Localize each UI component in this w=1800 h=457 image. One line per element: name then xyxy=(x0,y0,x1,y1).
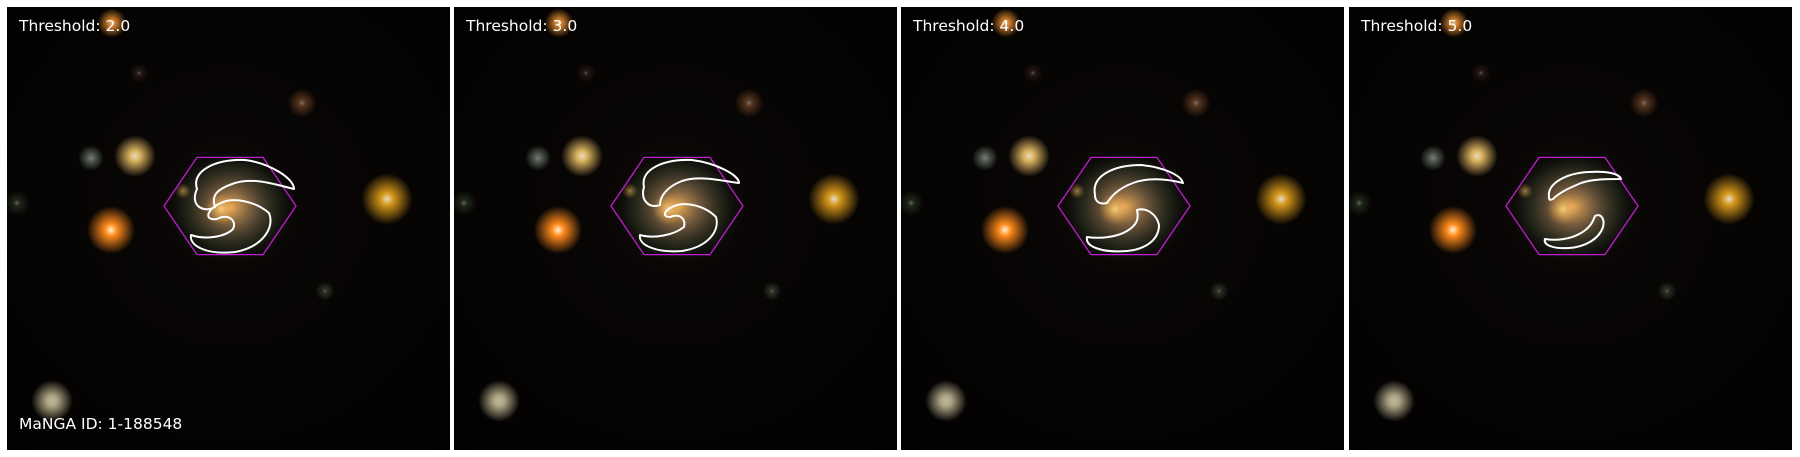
ifu-hexagon-outline xyxy=(1057,156,1191,256)
star-bottom-left xyxy=(925,380,967,422)
faint-source-top xyxy=(1471,63,1491,83)
galaxy-image xyxy=(1349,7,1792,450)
faint-source-edge xyxy=(454,190,477,216)
star-upper-right xyxy=(1181,88,1211,118)
ifu-hexagon-outline xyxy=(1505,156,1639,256)
star-top xyxy=(1439,8,1469,38)
star-top xyxy=(544,8,574,38)
faint-source-top xyxy=(1023,63,1043,83)
faint-source xyxy=(762,281,782,301)
ifu-hexagon-outline xyxy=(610,156,744,256)
star-yellow xyxy=(1008,135,1050,177)
star-orange xyxy=(1429,206,1477,254)
star-faint-teal xyxy=(78,145,104,171)
star-bottom-left xyxy=(1373,380,1415,422)
threshold-label: Threshold: 3.0 xyxy=(466,17,578,35)
ifu-hexagon-outline xyxy=(163,156,297,256)
threshold-contour xyxy=(638,158,740,253)
galaxy-knot xyxy=(622,183,638,199)
threshold-contour xyxy=(1543,170,1622,250)
threshold-contour xyxy=(1085,164,1184,253)
star-bottom-left xyxy=(478,380,520,422)
galaxy-image xyxy=(454,7,897,450)
star-top xyxy=(991,8,1021,38)
faint-source-edge xyxy=(901,190,924,216)
star-yellow xyxy=(561,135,603,177)
threshold-label: Threshold: 5.0 xyxy=(1361,17,1473,35)
star-orange xyxy=(534,206,582,254)
faint-source-top xyxy=(129,63,149,83)
galaxy-knot xyxy=(1069,183,1085,199)
threshold-panel-2-0: Threshold: 2.0 MaNGA ID: 1-188548 xyxy=(7,7,450,450)
galaxy-image xyxy=(7,7,450,450)
faint-source xyxy=(315,281,335,301)
faint-source xyxy=(1657,281,1677,301)
star-yellow xyxy=(114,135,156,177)
threshold-panel-5-0: Threshold: 5.0 xyxy=(1349,7,1792,450)
threshold-label: Threshold: 4.0 xyxy=(913,17,1025,35)
faint-source-edge xyxy=(7,190,30,216)
faint-source-top xyxy=(576,63,596,83)
threshold-label: Threshold: 2.0 xyxy=(19,17,131,35)
galaxy-knot xyxy=(1517,183,1533,199)
star-upper-right xyxy=(1629,88,1659,118)
galaxy-core xyxy=(1099,193,1131,225)
star-orange xyxy=(87,206,135,254)
star-bottom-left xyxy=(31,380,73,422)
galaxy-image xyxy=(901,7,1344,450)
threshold-panel-4-0: Threshold: 4.0 xyxy=(901,7,1344,450)
star-faint-teal xyxy=(525,145,551,171)
galaxy-knot xyxy=(175,183,191,199)
star-top xyxy=(97,8,127,38)
faint-source xyxy=(1209,281,1229,301)
star-right xyxy=(808,173,860,225)
star-right xyxy=(361,173,413,225)
star-right xyxy=(1703,173,1755,225)
star-faint-teal xyxy=(972,145,998,171)
star-faint-teal xyxy=(1420,145,1446,171)
manga-id-label: MaNGA ID: 1-188548 xyxy=(19,415,183,433)
galaxy-core xyxy=(1547,193,1579,225)
star-yellow xyxy=(1456,135,1498,177)
threshold-contour xyxy=(189,158,295,254)
star-right xyxy=(1255,173,1307,225)
threshold-panel-3-0: Threshold: 3.0 xyxy=(454,7,897,450)
faint-source-edge xyxy=(1349,190,1372,216)
star-upper-right xyxy=(734,88,764,118)
star-orange xyxy=(981,206,1029,254)
star-upper-right xyxy=(287,88,317,118)
